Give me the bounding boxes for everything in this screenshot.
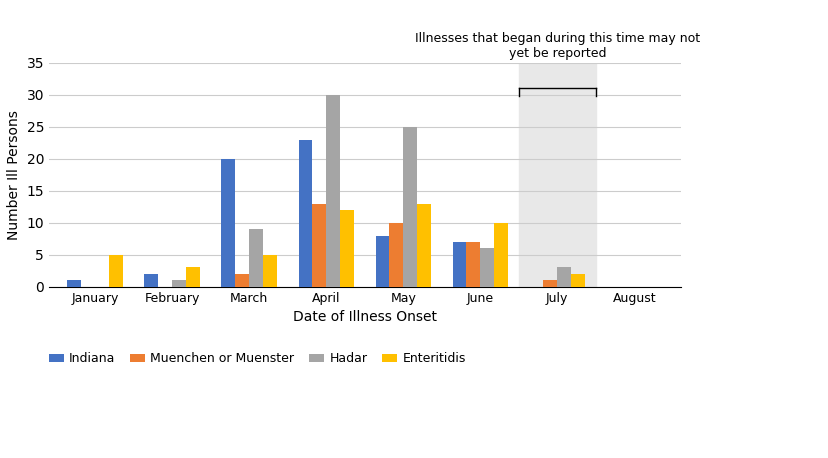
Bar [466,242,479,287]
Bar [416,203,431,287]
Bar [518,63,595,287]
Bar [452,242,466,287]
Y-axis label: Number Ill Persons: Number Ill Persons [7,110,21,240]
Bar [67,280,81,287]
Bar [312,203,326,287]
Text: Illnesses that began during this time may not
yet be reported: Illnesses that began during this time ma… [414,32,699,60]
Bar [262,255,277,287]
Bar [389,223,402,287]
Bar [326,95,339,287]
Bar [556,267,570,287]
Bar [402,127,416,287]
Bar [570,274,585,287]
Bar [479,248,493,287]
Bar [339,210,354,287]
Bar [144,274,158,287]
Bar [493,223,508,287]
Bar [109,255,123,287]
Bar [185,267,200,287]
Legend: Indiana, Muenchen or Muenster, Hadar, Enteritidis: Indiana, Muenchen or Muenster, Hadar, En… [49,353,465,365]
Bar [221,159,235,287]
Bar [249,229,262,287]
Bar [375,235,389,287]
Bar [235,274,249,287]
Bar [298,140,312,287]
Bar [172,280,185,287]
X-axis label: Date of Illness Onset: Date of Illness Onset [292,310,436,324]
Bar [543,280,556,287]
